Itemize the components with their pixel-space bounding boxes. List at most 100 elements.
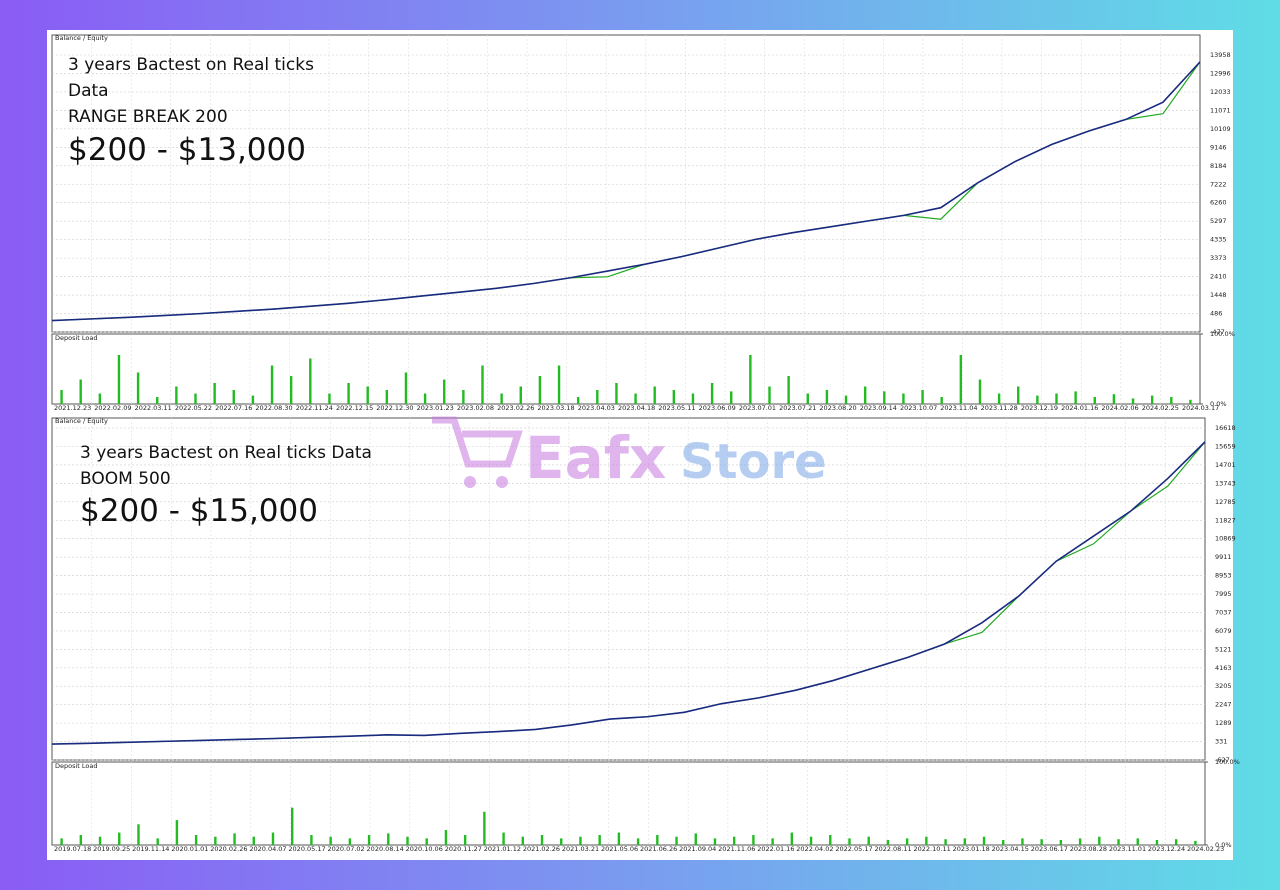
load-bar (175, 820, 179, 845)
load-bar (60, 390, 63, 404)
load-bar (1174, 839, 1178, 845)
date-label: 2022.10.11 (914, 845, 951, 853)
load-bar (481, 365, 484, 404)
load-bar (694, 833, 697, 845)
y-tick-label: 100.0% (1215, 758, 1240, 766)
load-bar (232, 390, 235, 404)
date-label: 2020.02.26 (210, 845, 247, 853)
load-bar (1017, 386, 1020, 404)
load-bar (1112, 394, 1116, 404)
load-bar (251, 395, 255, 404)
annotation: RANGE BREAK 200 (68, 107, 228, 127)
load-bar (867, 836, 870, 845)
load-bar (1055, 393, 1058, 404)
load-bar (329, 836, 332, 845)
date-label: 2020.08.14 (367, 845, 404, 853)
load-bar (768, 386, 771, 404)
load-bar (963, 838, 966, 845)
load-bar (771, 838, 774, 845)
plot-area (51, 417, 1206, 761)
date-label: 2023.09.14 (860, 404, 897, 412)
y-tick-label: 13958 (1210, 51, 1231, 59)
y-tick-label: 11071 (1210, 106, 1231, 114)
y-tick-label: 8953 (1215, 572, 1232, 580)
load-bar (271, 832, 275, 845)
y-tick-label: 0.0% (1210, 400, 1227, 408)
cart-wheel (496, 476, 508, 488)
load-bar (117, 355, 121, 404)
legend: Balance / Equity (55, 34, 108, 42)
load-bar (348, 838, 352, 845)
date-label: 2023.05.11 (658, 404, 695, 412)
load-bar (444, 830, 448, 845)
load-bar (902, 393, 905, 404)
load-bar (79, 835, 83, 845)
annotation: $200 - $15,000 (80, 493, 318, 529)
load-bar (634, 393, 637, 404)
load-bar (423, 393, 427, 404)
load-bar (137, 824, 140, 845)
load-bar (732, 836, 736, 845)
y-tick-label: 331 (1215, 738, 1227, 746)
load-bar (98, 836, 102, 845)
load-bar (790, 832, 794, 845)
load-bar (1036, 395, 1039, 404)
load-bar (1021, 838, 1024, 845)
load-bar (809, 836, 813, 845)
load-bar (940, 397, 943, 404)
load-bar (462, 390, 465, 404)
load-bar (944, 839, 947, 845)
date-label: 2023.02.08 (457, 404, 494, 412)
date-label: 2023.06.17 (1031, 845, 1068, 853)
load-bar (519, 386, 522, 404)
y-tick-label: 1448 (1210, 291, 1227, 299)
series-line (51, 61, 1201, 322)
load-bar (1040, 839, 1043, 845)
load-bar (328, 393, 331, 404)
load-bar (233, 833, 236, 845)
load-bar (309, 358, 312, 404)
date-label: 2023.12.24 (1148, 845, 1185, 853)
load-bar (883, 391, 886, 404)
load-bar (557, 365, 561, 404)
date-label: 2023.04.18 (618, 404, 655, 412)
load-bar (443, 379, 446, 404)
y-tick-label: 2410 (1210, 273, 1227, 281)
y-tick-label: 7037 (1215, 608, 1232, 616)
date-label: 2022.05.17 (835, 845, 872, 853)
load-bar (560, 838, 563, 845)
load-bar (749, 355, 752, 404)
panel-title: Deposit Load (55, 334, 98, 342)
load-bar (848, 838, 851, 845)
load-bar (366, 386, 369, 404)
date-label: 2021.11.06 (718, 845, 755, 853)
date-label: 2024.01.16 (1061, 404, 1098, 412)
load-bar (579, 836, 582, 845)
load-bar (672, 390, 676, 404)
charts: 13958 12996 12033 11071 10109 9146 8184 7222 626… (51, 34, 1240, 853)
load-bar (500, 393, 503, 404)
watermark-brand: Eafx (525, 424, 666, 492)
load-bar (576, 397, 580, 404)
load-bar (675, 836, 678, 845)
load-bar (347, 383, 350, 404)
load-bar (1131, 398, 1135, 404)
load-bar (598, 835, 601, 845)
date-label: 2022.12.30 (376, 404, 413, 412)
y-tick-label: 12996 (1210, 69, 1231, 77)
watermark-suffix: Store (680, 434, 827, 490)
annotation: $200 - $13,000 (68, 132, 306, 168)
date-label: 2022.02.09 (94, 404, 131, 412)
load-bar (1074, 391, 1077, 404)
date-label: 2022.01.16 (757, 845, 794, 853)
load-bar (1150, 395, 1154, 404)
load-bar (483, 811, 486, 845)
date-label: 2023.12.19 (1021, 404, 1058, 412)
plot-area (51, 34, 1201, 333)
date-label: 2024.02.06 (1101, 404, 1138, 412)
load-bar (691, 393, 695, 404)
y-tick-label: 7222 (1210, 180, 1227, 188)
load-bar (79, 379, 82, 404)
load-bar (925, 836, 928, 845)
